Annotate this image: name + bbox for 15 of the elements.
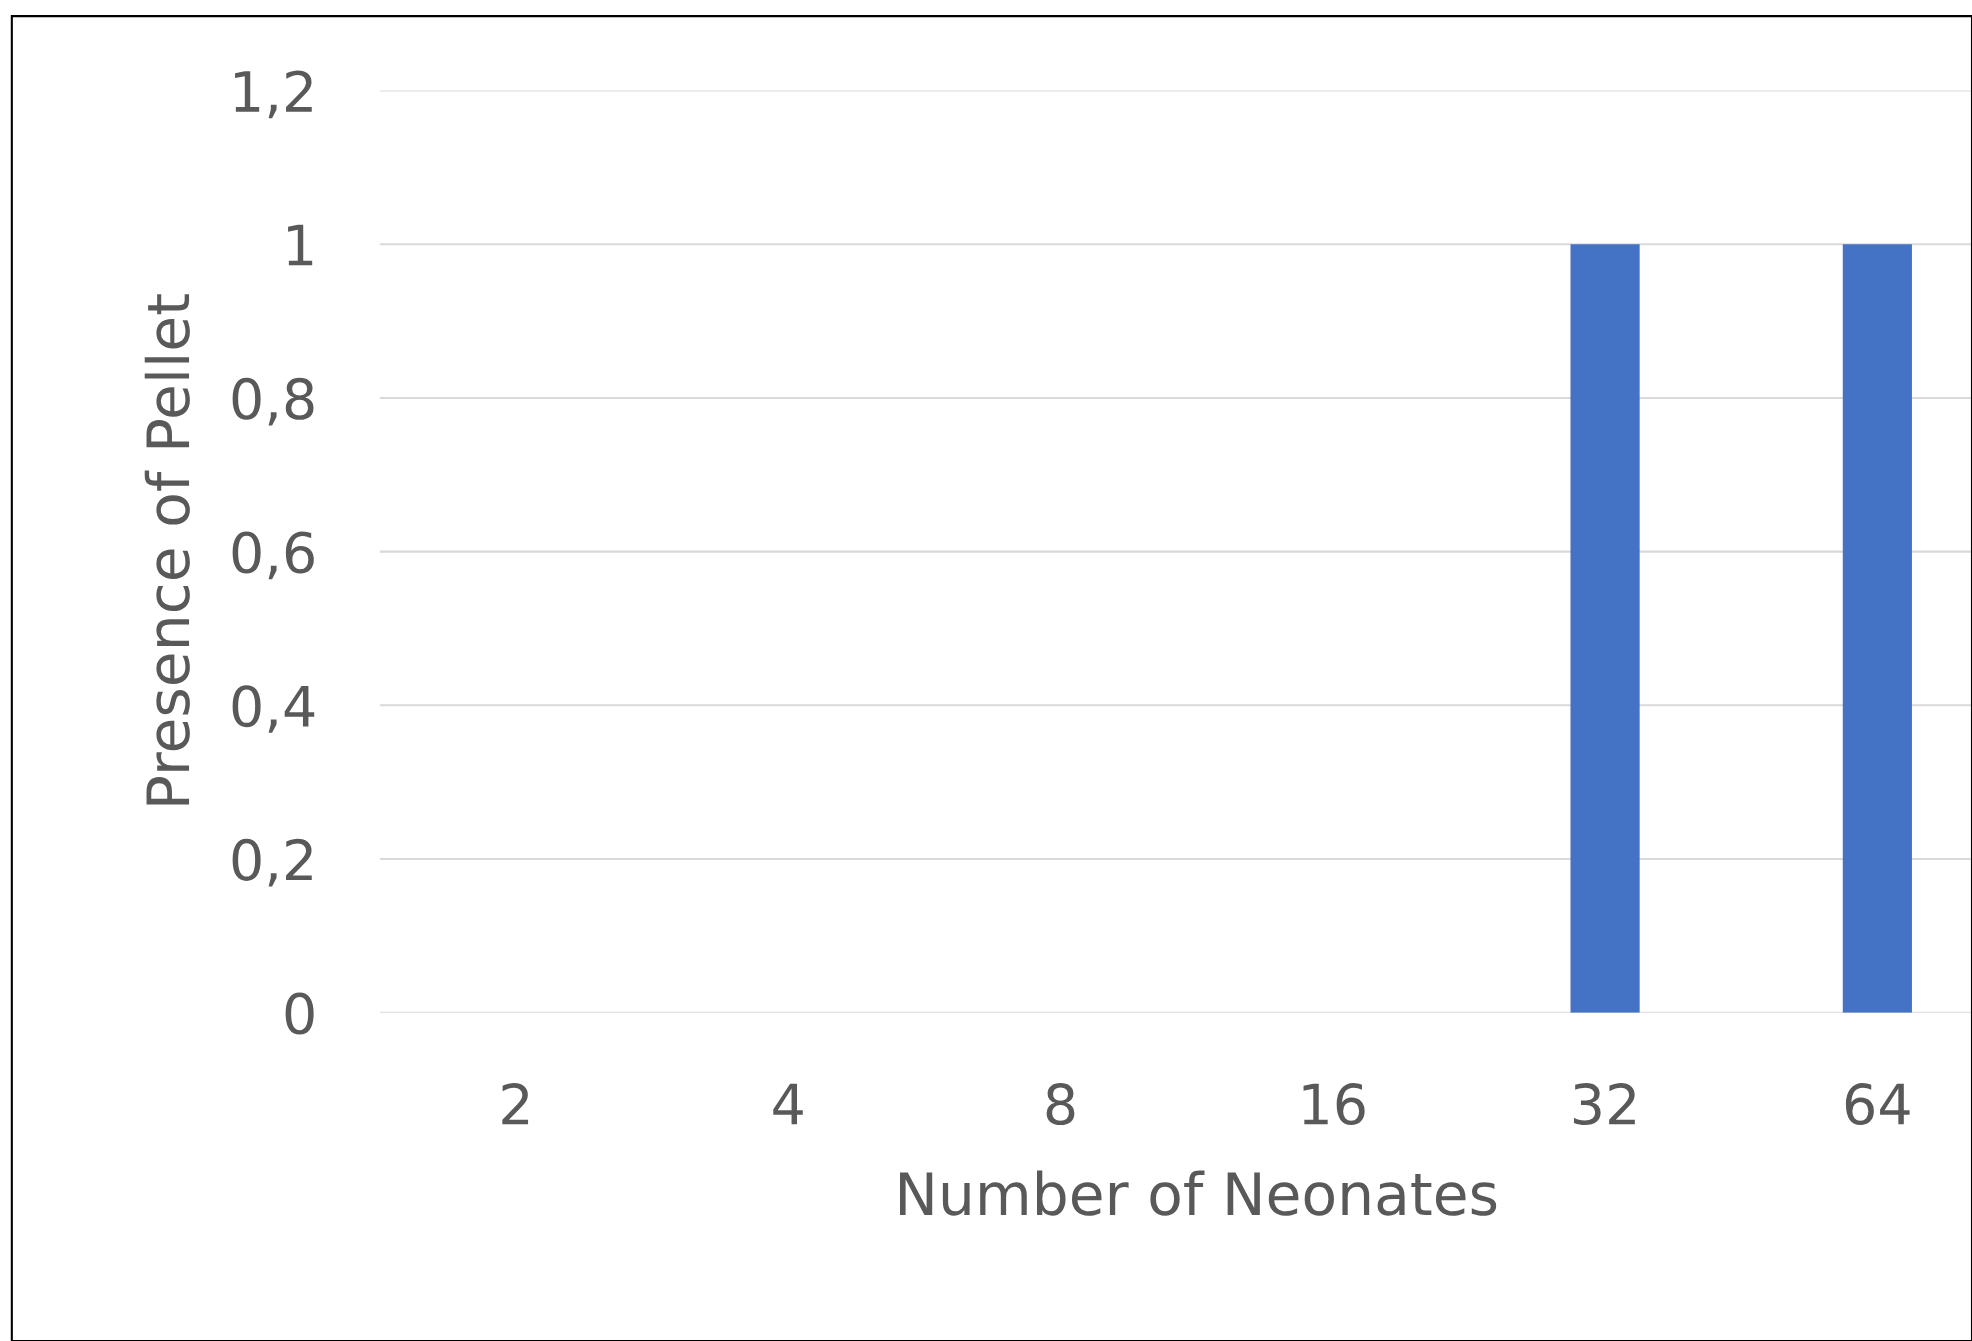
x-tick-label: 2 [502,1083,529,1125]
y-tick-label: 0,2 [232,838,312,887]
x-tick-label: 16 [1303,1083,1365,1126]
y-tick-label: 1 [288,224,313,266]
y-tick-label: 1,2 [235,70,312,119]
x-tick-label: 8 [1046,1083,1075,1126]
x-axis-title: Number of Neonates [900,1170,1497,1216]
x-tick-label: 64 [1845,1083,1910,1126]
y-tick-label: 0 [285,992,314,1035]
x-tick-label: 32 [1573,1083,1635,1126]
y-tick-label: 0,4 [232,685,315,733]
x-tick-label: 4 [773,1083,803,1125]
y-tick-label: 0,8 [232,377,314,426]
y-axis-title: Presence of Pellet [144,294,190,805]
y-tick-label: 0,6 [232,531,314,580]
